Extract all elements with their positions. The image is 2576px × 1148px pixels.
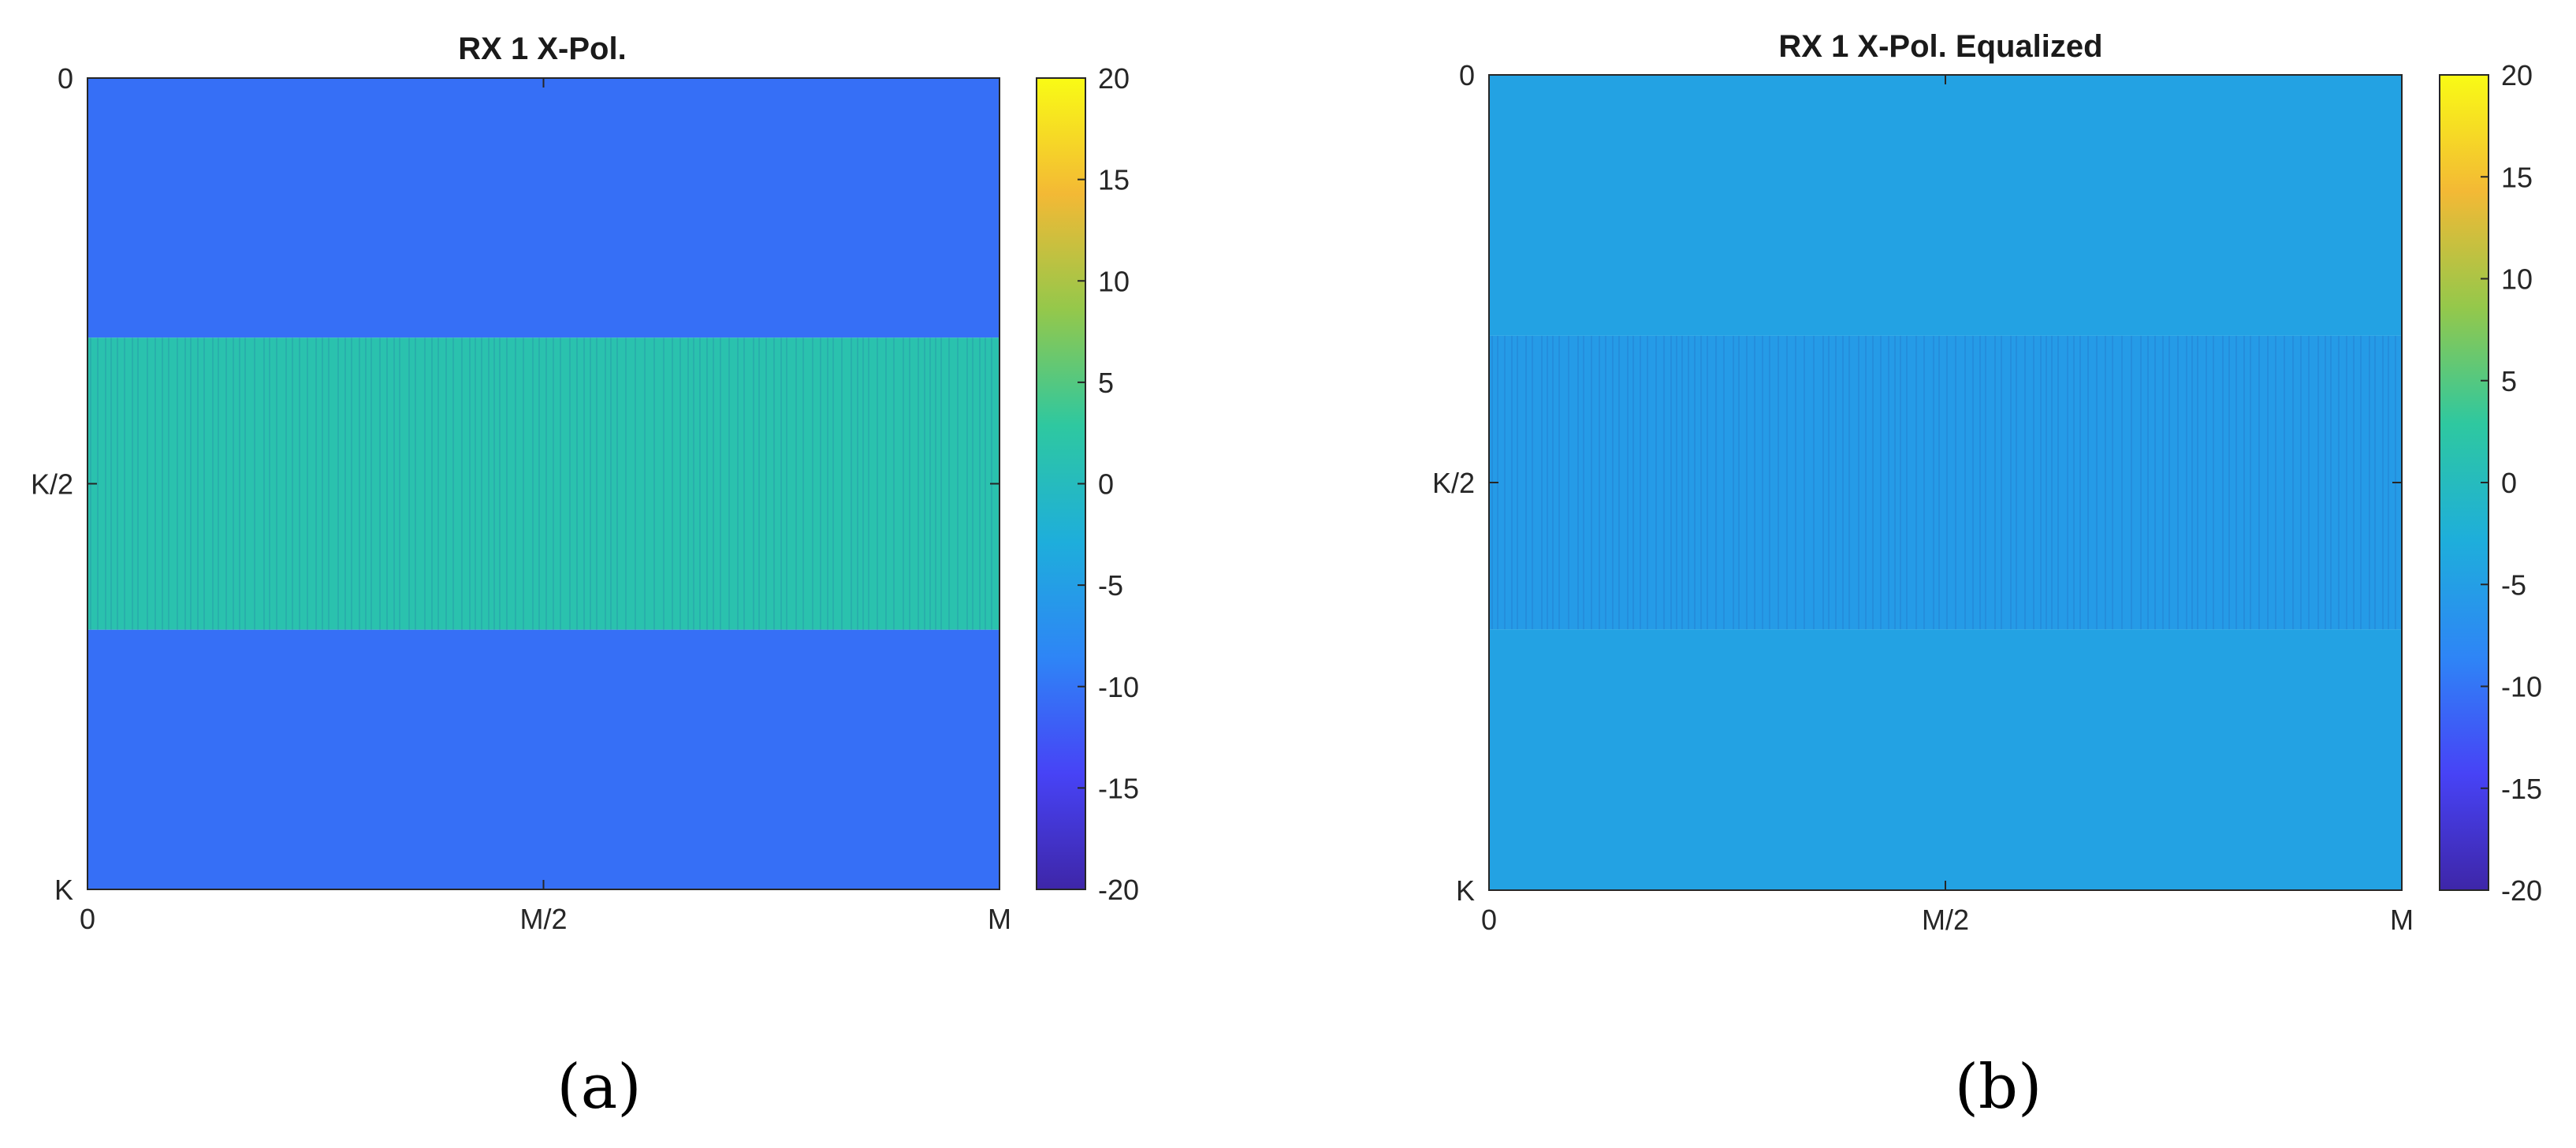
heatmap-plot: 0 M/2 M 0 K/2 K — [31, 62, 1011, 935]
y-tick-label: 0 — [58, 62, 73, 95]
colorbar-tick-label: 5 — [1098, 367, 1114, 399]
colorbar-tick-label: 20 — [2501, 59, 2533, 91]
colorbar-tick-label: -10 — [1098, 671, 1139, 703]
heatmap-band-3 — [1489, 629, 2402, 890]
x-tick-label: M/2 — [519, 903, 567, 935]
heatmap-band-3 — [87, 629, 1000, 889]
colorbar-tick-label: -15 — [2501, 773, 2542, 805]
colorbar-tick-label: 15 — [1098, 164, 1130, 196]
colorbar-gradient — [2439, 74, 2489, 891]
heatmap-plot: 0 M/2 M 0 K/2 K — [1432, 59, 2414, 936]
y-tick-label: K — [54, 874, 73, 906]
colorbar-tick-label: -5 — [1098, 569, 1123, 602]
colorbar: 20 15 10 5 0 -5 -10 -15 -20 — [1036, 62, 1139, 906]
y-tick-label: K — [1456, 874, 1475, 907]
chart-title: RX 1 X-Pol. — [458, 32, 626, 66]
colorbar: 20 15 10 5 0 -5 -10 -15 -20 — [2439, 59, 2542, 907]
heatmap-band-1 — [1489, 75, 2402, 336]
panel-a: RX 1 X-Pol. 0 M/2 M 0 K/2 K 20 15 10 5 0 -5 -10 -15 -… — [31, 32, 1139, 1123]
y-tick-label: K/2 — [1432, 467, 1475, 499]
striation-texture — [1491, 335, 2396, 630]
colorbar-tick-label: -10 — [2501, 671, 2542, 703]
x-tick-label: 0 — [80, 903, 95, 935]
colorbar-gradient — [1036, 77, 1086, 890]
panel-caption: (a) — [557, 1052, 641, 1123]
heatmap-band-1 — [87, 78, 1000, 338]
colorbar-tick-label: 10 — [2501, 263, 2533, 296]
colorbar-tick-label: -5 — [2501, 568, 2526, 601]
heatmap-band-2 — [1489, 335, 2402, 630]
y-tick-label: 0 — [1459, 59, 1475, 91]
colorbar-tick-label: 0 — [1098, 468, 1114, 501]
colorbar-tick-label: 5 — [2501, 365, 2517, 397]
x-tick-label: 0 — [1481, 904, 1497, 936]
x-tick-label: M — [988, 903, 1011, 935]
panel-b: RX 1 X-Pol. Equalized 0 M/2 M 0 K/2 K 20 15 10 5… — [1432, 29, 2542, 1123]
colorbar-tick-label: 20 — [1098, 62, 1130, 95]
colorbar-tick-label: 0 — [2501, 467, 2517, 499]
x-tick-label: M/2 — [1922, 904, 1969, 936]
colorbar-tick-label: -20 — [1098, 874, 1139, 906]
chart-title: RX 1 X-Pol. Equalized — [1778, 29, 2102, 64]
colorbar-tick-label: 10 — [1098, 265, 1130, 297]
colorbar-tick-label: -15 — [1098, 772, 1139, 804]
heatmap-band-2 — [87, 337, 1000, 630]
x-tick-label: M — [2390, 904, 2414, 936]
colorbar-tick-label: -20 — [2501, 874, 2542, 907]
striation-texture — [90, 337, 992, 630]
colorbar-tick-label: 15 — [2501, 161, 2533, 193]
y-tick-label: K/2 — [31, 468, 73, 501]
panel-caption: (b) — [1955, 1052, 2042, 1123]
